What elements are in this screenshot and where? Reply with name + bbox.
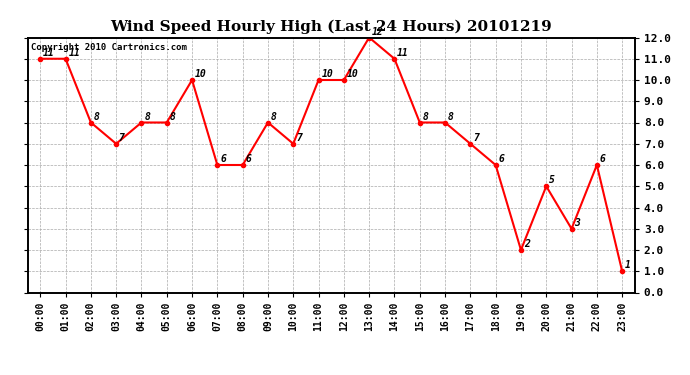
Text: 8: 8 <box>270 112 277 122</box>
Text: 1: 1 <box>625 261 631 270</box>
Text: 7: 7 <box>119 133 125 143</box>
Text: 8: 8 <box>144 112 150 122</box>
Text: 11: 11 <box>43 48 55 58</box>
Text: 11: 11 <box>68 48 80 58</box>
Text: 12: 12 <box>372 27 384 37</box>
Text: 10: 10 <box>322 69 333 79</box>
Text: 6: 6 <box>220 154 226 164</box>
Text: 10: 10 <box>346 69 358 79</box>
Text: 8: 8 <box>422 112 428 122</box>
Text: 11: 11 <box>397 48 409 58</box>
Text: 8: 8 <box>94 112 99 122</box>
Text: 7: 7 <box>473 133 479 143</box>
Text: 6: 6 <box>600 154 606 164</box>
Text: Copyright 2010 Cartronics.com: Copyright 2010 Cartronics.com <box>30 43 186 52</box>
Text: 8: 8 <box>448 112 454 122</box>
Text: 6: 6 <box>498 154 504 164</box>
Text: 10: 10 <box>195 69 206 79</box>
Text: 8: 8 <box>170 112 175 122</box>
Text: 7: 7 <box>296 133 302 143</box>
Title: Wind Speed Hourly High (Last 24 Hours) 20101219: Wind Speed Hourly High (Last 24 Hours) 2… <box>110 19 552 33</box>
Text: 3: 3 <box>574 218 580 228</box>
Text: 5: 5 <box>549 176 555 186</box>
Text: 6: 6 <box>246 154 251 164</box>
Text: 2: 2 <box>524 239 530 249</box>
